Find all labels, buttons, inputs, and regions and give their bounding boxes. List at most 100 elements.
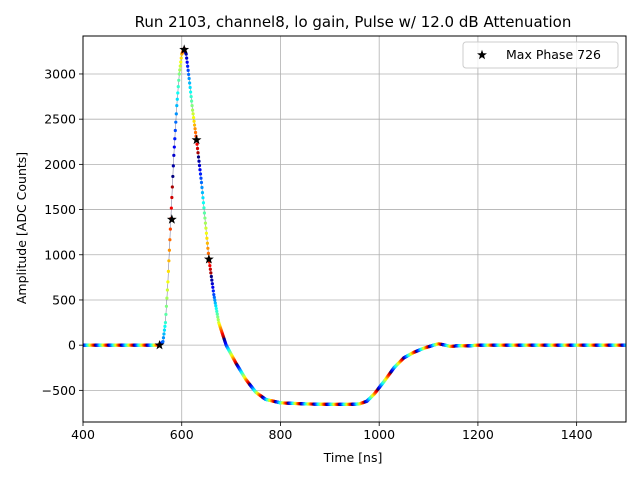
pulse-sample-point	[175, 97, 179, 101]
pulse-sample-point	[187, 76, 191, 81]
pulse-sample-point	[168, 238, 172, 242]
pulse-sample-point	[214, 306, 218, 311]
max-phase-star-marker	[166, 214, 177, 224]
pulse-sample-point	[209, 271, 213, 275]
pulse-sample-point	[202, 206, 206, 210]
pulse-sample-point	[192, 123, 197, 127]
pulse-sample-point	[192, 119, 196, 123]
pulse-sample-point	[189, 90, 193, 94]
y-tick-label: 1500	[44, 202, 76, 217]
pulse-sample-point	[166, 280, 170, 284]
pulse-sample-point	[213, 301, 217, 305]
pulse-sample-point	[199, 180, 204, 185]
pulse-sample-point	[201, 201, 206, 205]
pulse-sample-point	[204, 231, 209, 235]
y-tick-label: 3000	[44, 66, 76, 81]
max-phase-star-marker	[191, 134, 202, 145]
pulse-sample-point	[215, 309, 219, 313]
pulse-sample-point	[190, 108, 195, 112]
pulse-sample-point	[195, 142, 199, 146]
pulse-sample-point	[165, 296, 169, 300]
pulse-sample-point	[179, 56, 183, 60]
pulse-sample-point	[167, 248, 171, 252]
pulse-sample-point	[173, 137, 177, 141]
pulse-sample-point	[193, 130, 198, 135]
pulse-sample-point	[198, 168, 202, 172]
pulse-sample-point	[170, 195, 174, 200]
x-tick-label: 800	[269, 427, 293, 442]
pulse-sample-point	[164, 304, 169, 308]
y-axis-label: Amplitude [ADC Counts]	[14, 152, 29, 304]
pulse-sample-point	[171, 174, 175, 179]
y-tick-label: 500	[52, 292, 76, 307]
y-tick-label: 2500	[44, 112, 76, 127]
pulse-sample-point	[214, 304, 218, 308]
pulse-sample-point	[177, 72, 181, 76]
pulse-sample-point	[190, 104, 194, 108]
pulse-sample-point	[178, 68, 182, 72]
star-marker-icon	[477, 49, 487, 60]
pulse-sample-point	[172, 145, 176, 149]
x-tick-label: 1000	[363, 427, 395, 442]
pulse-sample-point	[171, 164, 175, 168]
pulse-sample-point	[197, 159, 201, 163]
pulse-sample-point	[176, 91, 180, 95]
x-tick-label: 600	[170, 427, 194, 442]
pulse-sample-point	[213, 298, 217, 302]
pulse-sample-point	[191, 115, 196, 120]
pulse-sample-point	[206, 246, 210, 250]
legend-box	[462, 41, 619, 69]
pulse-sample-point	[211, 289, 215, 293]
max-phase-markers	[154, 44, 214, 350]
pulse-sample-point	[186, 68, 190, 72]
pulse-sample-point	[170, 185, 174, 189]
pulse-sample-point	[200, 191, 205, 195]
pulse-sample-point	[202, 211, 207, 215]
pulse-sample-point	[188, 85, 192, 90]
y-tick-label: 1000	[44, 247, 76, 262]
pulse-sample-point	[161, 339, 165, 344]
pulse-sample-point	[172, 153, 176, 157]
pulse-sample-point	[185, 56, 189, 60]
x-axis-label: Time [ns]	[323, 450, 383, 465]
pulse-sample-point	[163, 320, 168, 325]
pulse-sample-point	[164, 312, 168, 317]
pulse-sample-point	[185, 60, 189, 64]
pulse-sample-point	[167, 259, 171, 263]
pulse-sample-point	[175, 104, 179, 108]
pulse-sample-point	[205, 241, 209, 245]
pulse-sample-point	[162, 332, 166, 336]
legend-entry-max-phase: Max Phase 726	[506, 47, 601, 62]
legend: Max Phase 726	[462, 41, 619, 69]
y-axis-ticks: −500 0 500 1000 1500 2000 2500 3000	[42, 66, 83, 398]
y-tick-label: 0	[68, 338, 76, 353]
pulse-sample-point	[174, 120, 178, 124]
pulse-sample-point	[176, 85, 180, 89]
pulse-sample-point	[191, 112, 195, 116]
pulse-sample-point	[193, 127, 197, 131]
pulse-sample-point	[208, 267, 212, 271]
max-phase-star-marker	[179, 44, 190, 54]
x-axis-ticks: 400 600 800 1000 1200 1400	[71, 422, 593, 442]
x-tick-label: 400	[71, 427, 95, 442]
pulse-sample-point	[179, 60, 183, 64]
pulse-sample-point	[163, 324, 167, 328]
pulse-sample-point	[195, 146, 200, 151]
pulse-sample-point	[196, 151, 200, 155]
pulse-sample-point	[190, 99, 194, 103]
pulse-sample-point	[196, 155, 201, 159]
max-phase-star-marker	[154, 339, 165, 350]
pulse-sample-point	[210, 278, 214, 282]
pulse-sample-point	[165, 288, 170, 292]
pulse-sample-point	[209, 274, 213, 279]
pulse-sample-point	[186, 64, 190, 68]
pulse-sample-point	[169, 206, 173, 210]
pulse-sample-point	[203, 221, 208, 225]
y-tick-label: −500	[42, 383, 76, 398]
pulse-sample-point	[166, 269, 170, 273]
y-tick-label: 2000	[44, 157, 76, 172]
pulse-sample-point	[161, 336, 166, 340]
